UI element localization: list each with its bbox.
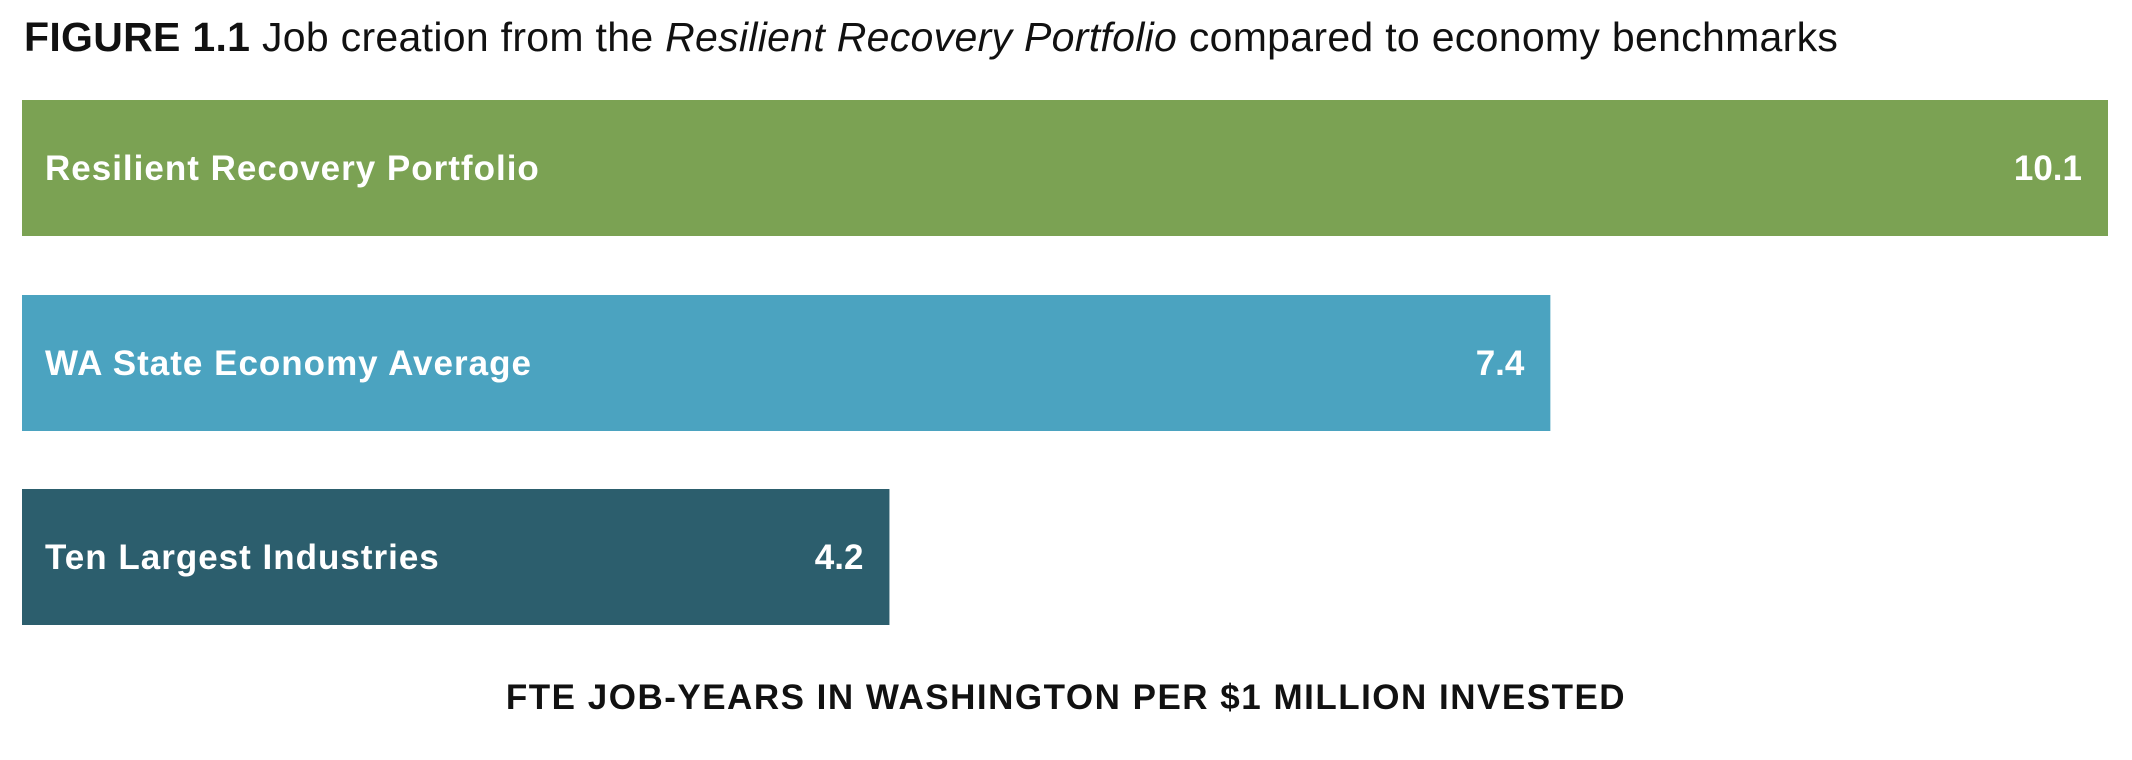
bar-group: Resilient Recovery Portfolio 10.1 — [22, 100, 2108, 236]
value-label: 4.2 — [815, 538, 864, 577]
x-axis-label: FTE JOB-YEARS IN WASHINGTON PER $1 MILLI… — [505, 678, 1627, 717]
bar — [22, 100, 2108, 236]
title-pre: Job creation from the — [261, 14, 666, 60]
bar — [22, 489, 890, 625]
value-label: 7.4 — [1476, 344, 1525, 383]
figure-number: FIGURE 1.1 — [24, 14, 251, 60]
title-italic: Resilient Recovery Portfolio — [665, 14, 1178, 60]
category-label: WA State Economy Average — [45, 344, 532, 383]
bar-group: Ten Largest Industries 4.2 — [22, 489, 890, 625]
bar-group: WA State Economy Average 7.4 — [22, 295, 1551, 431]
title-post: compared to economy benchmarks — [1177, 14, 1839, 60]
category-label: Ten Largest Industries — [45, 538, 440, 577]
category-label: Resilient Recovery Portfolio — [45, 149, 540, 188]
bar — [22, 295, 1551, 431]
figure-title: FIGURE 1.1 Job creation from the Resilie… — [24, 14, 1838, 61]
value-label: 10.1 — [2014, 149, 2082, 188]
